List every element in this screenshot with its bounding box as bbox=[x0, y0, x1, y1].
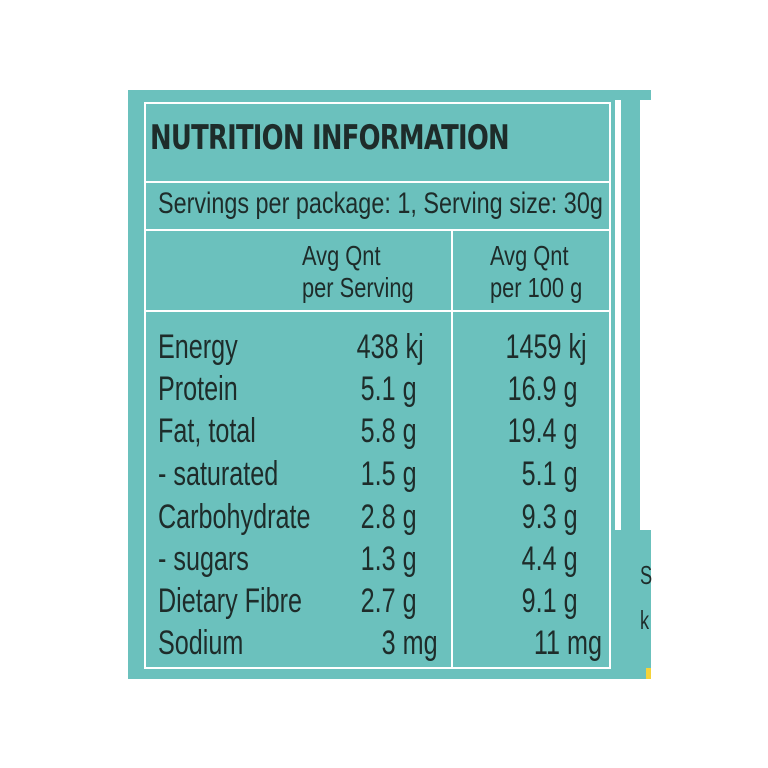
per-100g-value: 11 mg bbox=[533, 624, 602, 662]
divider-header bbox=[144, 310, 611, 312]
header-per-100g-2: per 100 g bbox=[490, 272, 583, 303]
nutrient-name: Fat, total bbox=[158, 412, 256, 450]
per-serving-value: 3 mg bbox=[382, 624, 438, 662]
nutrient-name: - saturated bbox=[158, 455, 279, 493]
per-100g-value: 5.1 g bbox=[522, 455, 578, 493]
header-per-serving-1: Avg Qnt bbox=[302, 240, 381, 271]
per-100g-value: 1459 kj bbox=[505, 328, 587, 366]
divider-columns bbox=[451, 229, 453, 669]
nutrient-name: Protein bbox=[158, 370, 238, 408]
per-100g-value: 19.4 g bbox=[508, 412, 578, 450]
edge-glyph-1: S bbox=[640, 560, 653, 590]
per-serving-value: 1.5 g bbox=[361, 455, 417, 493]
nutrient-name: - sugars bbox=[158, 540, 249, 578]
adjacent-panel-edge bbox=[640, 100, 651, 530]
divider-title bbox=[144, 181, 611, 183]
edge-glyph-2: k bbox=[640, 605, 650, 635]
yellow-edge bbox=[646, 668, 651, 679]
per-100g-value: 9.1 g bbox=[522, 582, 578, 620]
header-per-serving-2: per Serving bbox=[302, 272, 414, 303]
per-serving-value: 5.8 g bbox=[361, 412, 417, 450]
nutrient-name: Carbohydrate bbox=[158, 498, 311, 536]
nutrition-panel bbox=[128, 90, 651, 679]
header-per-100g-1: Avg Qnt bbox=[490, 240, 569, 271]
nutrient-name: Sodium bbox=[158, 624, 244, 662]
per-serving-value: 5.1 g bbox=[361, 370, 417, 408]
per-100g-value: 16.9 g bbox=[508, 370, 578, 408]
per-serving-value: 2.8 g bbox=[361, 498, 417, 536]
divider-servings bbox=[144, 229, 611, 231]
per-100g-value: 9.3 g bbox=[522, 498, 578, 536]
per-serving-value: 438 kj bbox=[356, 328, 424, 366]
panel-gap bbox=[615, 100, 621, 530]
per-serving-value: 1.3 g bbox=[361, 540, 417, 578]
per-serving-value: 2.7 g bbox=[361, 582, 417, 620]
servings-info: Servings per package: 1, Serving size: 3… bbox=[158, 187, 603, 220]
nutrition-table-border bbox=[144, 102, 611, 669]
label-title: NUTRITION INFORMATION bbox=[150, 118, 510, 158]
nutrient-name: Dietary Fibre bbox=[158, 582, 303, 620]
nutrient-name: Energy bbox=[158, 328, 238, 366]
per-100g-value: 4.4 g bbox=[522, 540, 578, 578]
